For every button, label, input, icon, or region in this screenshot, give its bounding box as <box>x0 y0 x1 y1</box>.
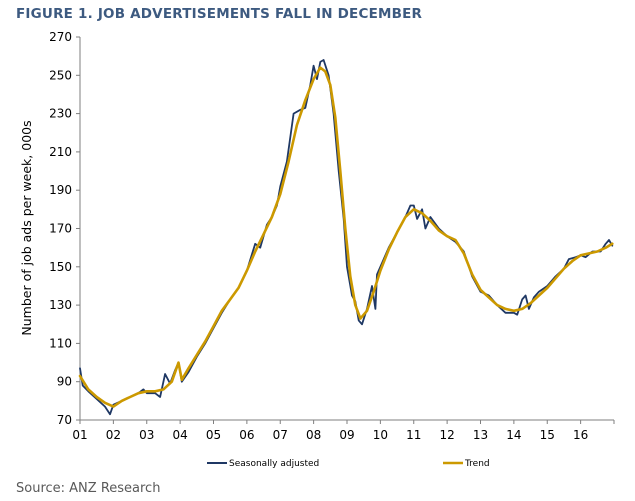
x-tick-label: 07 <box>273 428 288 442</box>
x-axis-ticks: 01 02 03 04 05 06 07 08 09 10 11 12 13 14 15 16 <box>72 420 615 442</box>
x-tick-label: 01 <box>72 428 87 442</box>
x-tick-label: 13 <box>473 428 488 442</box>
y-tick-label: 190 <box>49 183 72 197</box>
y-tick-label: 210 <box>49 145 72 159</box>
chart-axes <box>79 37 614 421</box>
x-tick-label: 09 <box>339 428 354 442</box>
chart-title: FIGURE 1. JOB ADVERTISEMENTS FALL IN DEC… <box>16 6 423 22</box>
series-lines <box>78 59 614 416</box>
series-line-trend <box>78 66 614 408</box>
x-tick-label: 03 <box>139 428 154 442</box>
y-tick-label: 250 <box>49 68 72 82</box>
x-tick-label: 16 <box>573 428 588 442</box>
y-tick-label: 90 <box>57 375 72 389</box>
y-axis-label: Number of job ads per week, 000s <box>19 120 34 335</box>
x-tick-label: 15 <box>540 428 555 442</box>
y-tick-label: 230 <box>49 107 72 121</box>
y-tick-label: 270 <box>49 30 72 44</box>
y-tick-label: 70 <box>57 413 72 427</box>
x-tick-label: 02 <box>106 428 121 442</box>
x-tick-label: 11 <box>406 428 421 442</box>
x-tick-label: 05 <box>206 428 221 442</box>
y-tick-label: 130 <box>49 298 72 312</box>
x-tick-label: 06 <box>239 428 254 442</box>
source-note: Source: ANZ Research <box>16 481 161 496</box>
x-tick-label: 08 <box>306 428 321 442</box>
y-tick-label: 110 <box>49 336 72 350</box>
y-axis-ticks: 70 90 110 130 150 170 190 210 230 250 270 <box>49 30 80 427</box>
legend-label-trend: Trend <box>464 459 490 469</box>
x-tick-label: 10 <box>373 428 388 442</box>
legend: Seasonally adjusted Trend <box>207 459 490 469</box>
legend-label-seasonally-adjusted: Seasonally adjusted <box>229 459 319 469</box>
y-tick-label: 170 <box>49 222 72 236</box>
y-tick-label: 150 <box>49 260 72 274</box>
x-tick-label: 04 <box>172 428 187 442</box>
x-tick-label: 14 <box>506 428 521 442</box>
x-tick-label: 12 <box>439 428 454 442</box>
